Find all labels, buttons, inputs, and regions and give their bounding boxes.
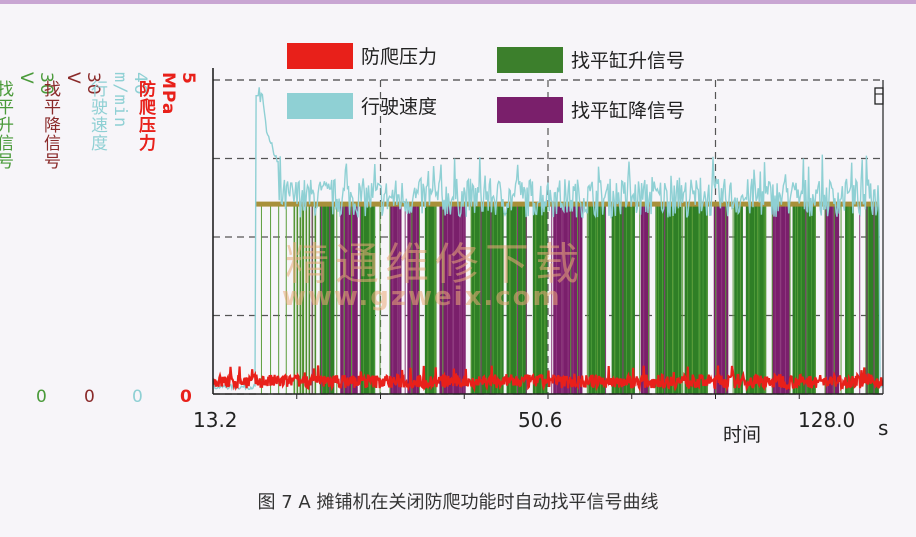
x-axis-unit: s xyxy=(878,416,889,440)
up-signal-pulse xyxy=(296,205,299,394)
legend-label-down-signal: 找平缸降信号 xyxy=(571,100,686,122)
axis-pressure-unit: MPa xyxy=(158,72,178,116)
down-signal-pulse xyxy=(389,205,402,394)
legend-item-speed: 行驶速度 xyxy=(287,92,437,119)
legend-swatch-down-signal xyxy=(497,96,563,123)
x-axis-title: 时间 xyxy=(723,424,762,446)
legend-label-up-signal: 找平缸升信号 xyxy=(571,50,686,72)
axis-pressure-tick-zero: 0 xyxy=(180,387,192,407)
up-signal-pulse xyxy=(471,205,504,394)
watermark-url: www.gzweix.com xyxy=(282,282,562,312)
up-signal-pulse xyxy=(865,205,879,394)
axis-pressure-title: 防爬压力 xyxy=(135,80,155,152)
x-tick-label-end: 128.0 xyxy=(798,408,856,432)
down-signal-pulse xyxy=(824,205,840,394)
pressure-series-line xyxy=(213,365,883,393)
axis-speed-title: 行驶速度 xyxy=(87,80,107,152)
axis-pressure-tick-max: 5 xyxy=(178,72,198,85)
top-border xyxy=(0,0,916,4)
axis-down-unit: V xyxy=(63,72,83,85)
up-signal-pulse xyxy=(792,205,816,394)
axis-down-tick-max: 30 xyxy=(83,72,103,96)
legend-item-pressure: 防爬压力 xyxy=(287,42,437,69)
axis-speed-tick-max: 40 xyxy=(130,72,150,96)
up-signal-pulse xyxy=(299,205,302,394)
legend-item-up-signal: 找平缸升信号 xyxy=(497,46,685,73)
up-signal-pulse xyxy=(684,205,708,394)
up-signal-pulse xyxy=(314,205,317,394)
down-signal-pulse xyxy=(713,205,729,394)
legend-label-speed: 行驶速度 xyxy=(361,96,438,118)
up-signal-pulse xyxy=(532,205,548,394)
axis-up-title: 找平升信号 xyxy=(0,80,13,170)
up-signal-pulse xyxy=(734,205,743,394)
axis-label-down-signal: 30 V 找平降信号 xyxy=(40,72,103,170)
axis-speed-unit: m/min xyxy=(110,72,130,129)
figure-caption: 图 7 A 摊铺机在关闭防爬功能时自动找平信号曲线 xyxy=(257,492,659,513)
pressure-series-group xyxy=(213,365,883,393)
down-signal-pulse xyxy=(407,205,420,394)
leveling-signal-pulses xyxy=(255,201,879,394)
up-signal-pulse xyxy=(302,205,305,394)
axis-label-pressure: 5 MPa 防爬压力 xyxy=(135,72,198,152)
plot-frame xyxy=(212,68,884,399)
up-signal-pulse xyxy=(745,205,767,394)
legend-swatch-speed xyxy=(287,92,353,119)
up-signal-pulse xyxy=(305,205,308,394)
axis-label-speed: 40 m/min 行驶速度 xyxy=(87,72,150,152)
legend-item-down-signal: 找平缸降信号 xyxy=(497,96,685,123)
up-signal-pulse xyxy=(308,205,311,394)
watermark-text: 精通维修下载 xyxy=(285,239,585,290)
up-signal-pulse xyxy=(506,205,527,394)
down-signal-pulse xyxy=(640,205,650,394)
axis-speed-tick-zero: 0 xyxy=(132,387,143,407)
axis-down-title: 找平降信号 xyxy=(40,80,60,170)
x-tick-label-mid: 50.6 xyxy=(518,408,563,432)
up-signal-pulse xyxy=(424,205,437,394)
legend-swatch-up-signal xyxy=(497,46,563,73)
legend-swatch-pressure xyxy=(287,42,353,69)
speed-series-line xyxy=(213,87,883,392)
corner-marker xyxy=(874,87,884,105)
axis-label-up-signal: 30 V 找平升信号 xyxy=(0,72,56,170)
axis-up-tick-zero: 0 xyxy=(36,387,47,407)
up-signal-pulse xyxy=(655,205,682,394)
x-tick-label-start: 13.2 xyxy=(193,408,238,432)
up-signal-pulse xyxy=(360,205,376,394)
legend-label-pressure: 防爬压力 xyxy=(361,46,438,68)
axis-up-unit: V xyxy=(16,72,36,85)
axis-down-tick-zero: 0 xyxy=(84,387,95,407)
axis-up-tick-max: 30 xyxy=(36,72,56,96)
speed-series-group xyxy=(213,87,883,392)
